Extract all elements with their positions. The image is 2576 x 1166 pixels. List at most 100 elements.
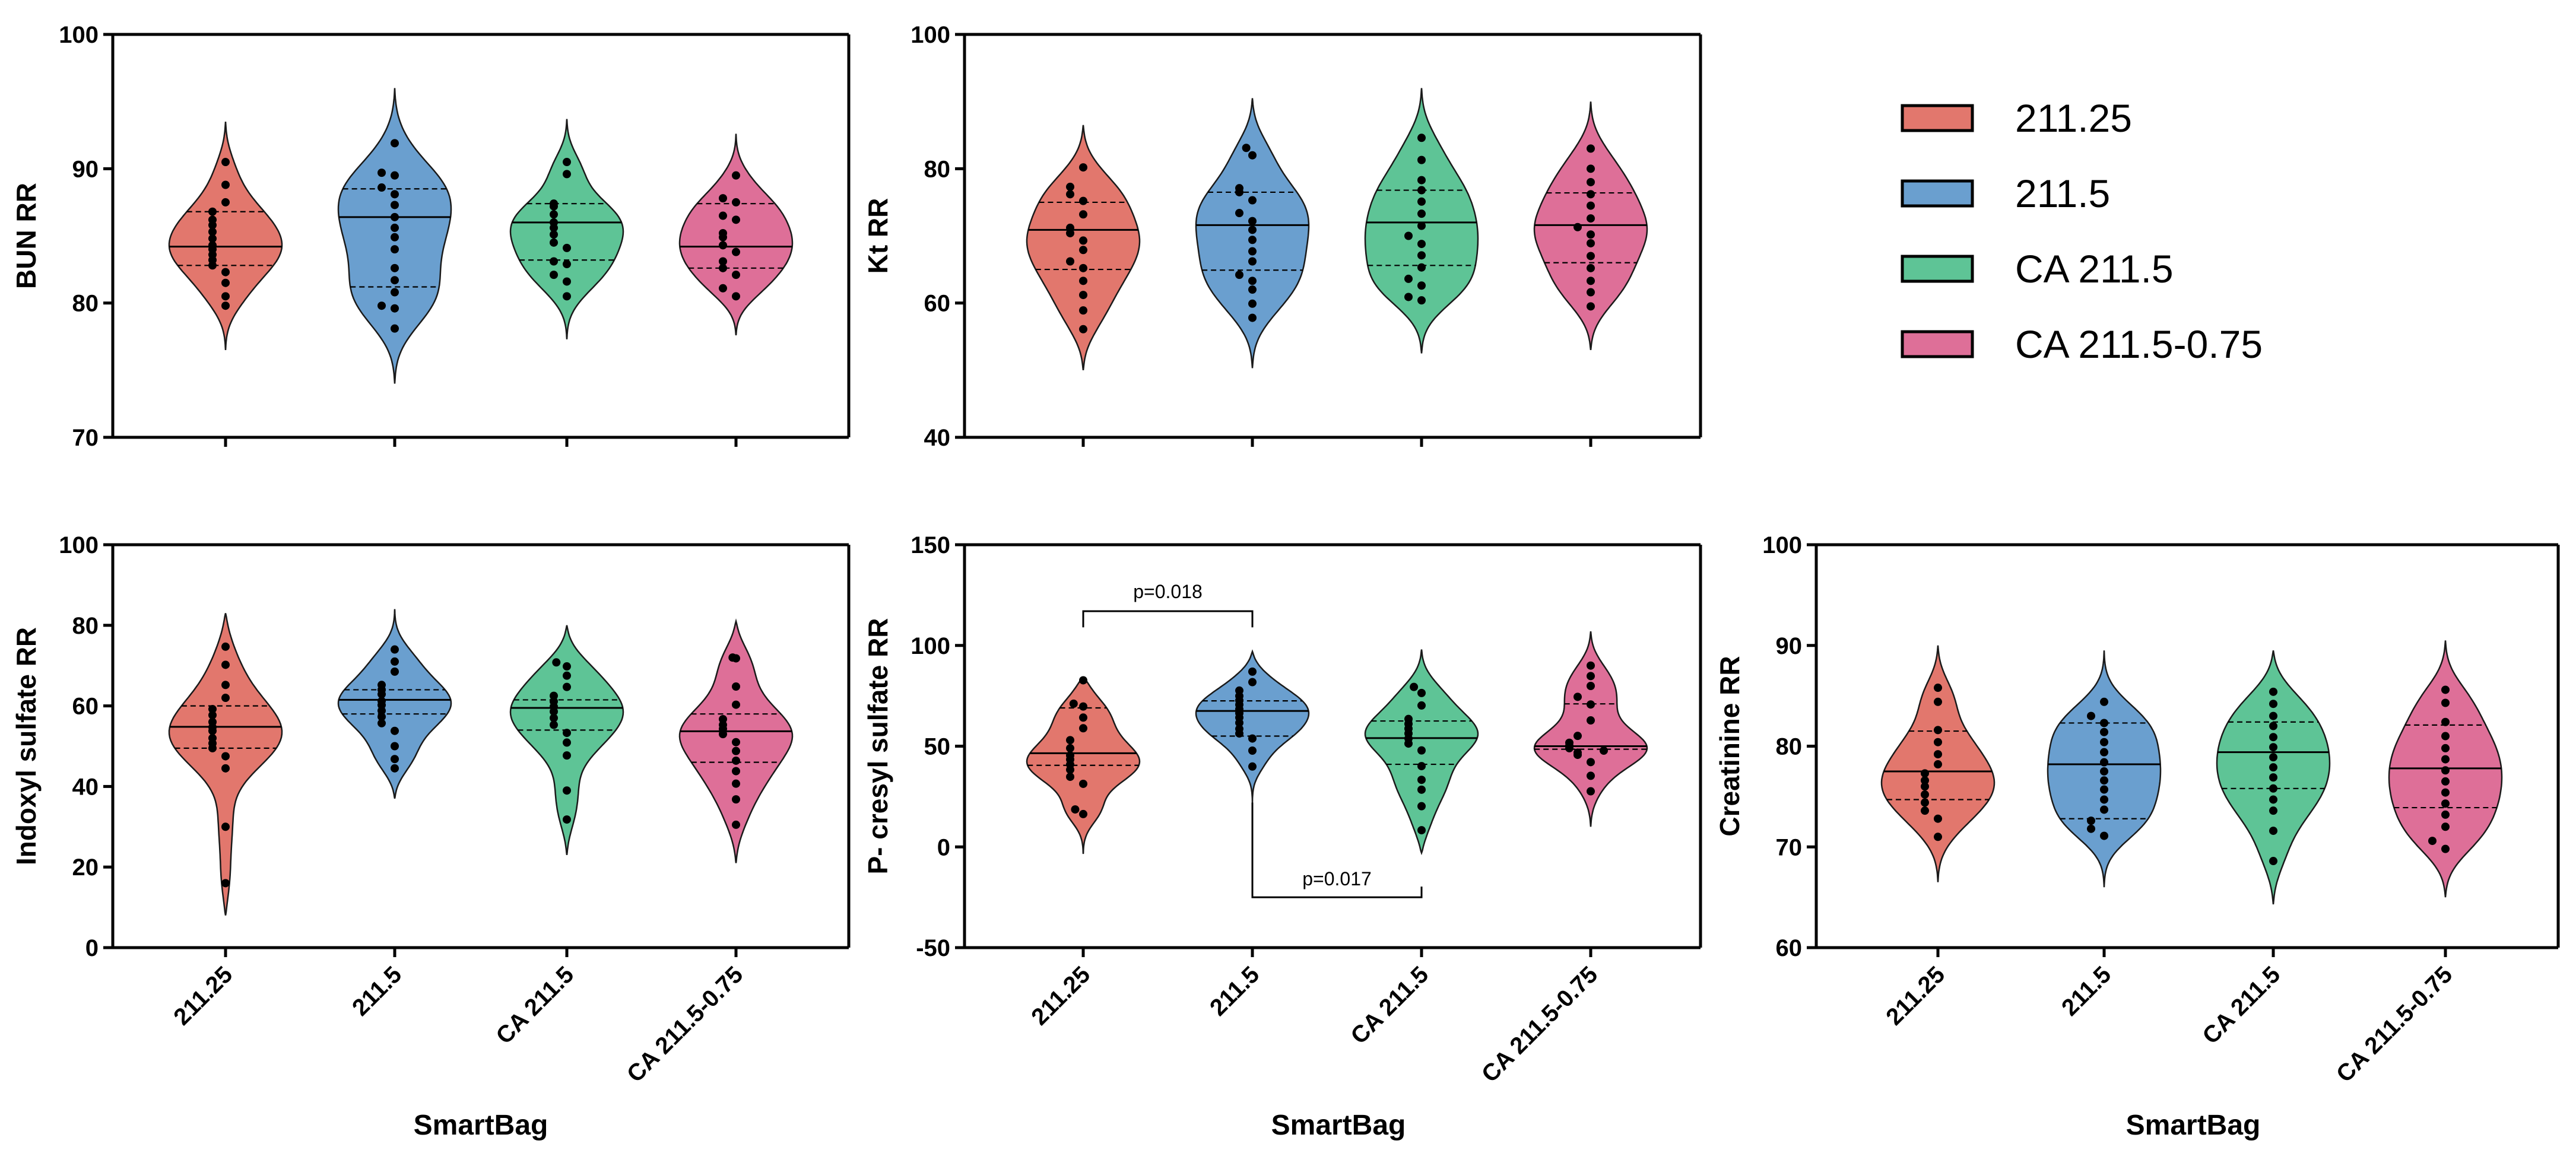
- y-tick-label: 150: [911, 532, 950, 558]
- panel-5: 60 70 80 90 100 211.25 211.5 CA 211.5 CA 211.5-0…: [1714, 532, 2560, 1141]
- data-point: [719, 257, 727, 266]
- y-tick-label: 90: [72, 156, 99, 182]
- data-point: [391, 233, 399, 242]
- violin-group-3: [1364, 649, 1479, 856]
- data-point: [2269, 763, 2277, 772]
- data-point: [732, 682, 740, 691]
- y-tick-label: 80: [72, 613, 99, 639]
- data-point: [2269, 806, 2277, 815]
- data-point: [1079, 263, 1087, 272]
- data-point: [1587, 672, 1595, 681]
- y-tick-label: 20: [72, 854, 99, 881]
- data-point: [208, 227, 217, 236]
- data-point: [1079, 724, 1087, 733]
- y-axis-label: P- cresyl sulfate RR: [862, 618, 893, 874]
- data-point: [732, 795, 740, 804]
- x-tick-label: CA 211.5: [1346, 961, 1433, 1049]
- data-point: [1235, 271, 1243, 279]
- data-point: [2269, 687, 2277, 696]
- violin-group-3: [1364, 88, 1479, 354]
- data-point: [1417, 209, 1426, 218]
- violin-group-1: [1880, 645, 1996, 882]
- data-point: [221, 292, 230, 301]
- data-point: [391, 223, 399, 232]
- data-point: [550, 218, 558, 227]
- data-point: [1235, 184, 1243, 193]
- violin-group-4: [678, 618, 794, 863]
- data-point: [550, 713, 558, 722]
- data-point: [221, 764, 230, 773]
- data-point: [2441, 744, 2450, 752]
- violin-group-1: [168, 122, 283, 350]
- y-tick-label: 40: [72, 774, 99, 800]
- data-point: [1587, 771, 1595, 780]
- data-point: [1934, 738, 1942, 746]
- data-point: [1417, 221, 1426, 230]
- data-point: [1079, 246, 1087, 255]
- x-axis-label: SmartBag: [414, 1110, 548, 1141]
- data-point: [2441, 810, 2450, 819]
- legend-label-2: 211.5: [2015, 171, 2110, 215]
- data-point: [2100, 719, 2108, 727]
- data-point: [1410, 682, 1419, 691]
- data-point: [1066, 223, 1074, 232]
- data-point: [208, 207, 217, 216]
- violin-shape: [1195, 649, 1310, 803]
- data-point: [221, 198, 230, 206]
- significance-bracket-2: p=0.017: [1251, 802, 1423, 898]
- y-tick-label: 100: [59, 22, 99, 48]
- data-point: [2100, 805, 2108, 814]
- data-point: [391, 245, 399, 254]
- data-point: [391, 288, 399, 297]
- data-point: [719, 715, 727, 724]
- data-point: [1248, 257, 1257, 266]
- data-point: [1934, 697, 1942, 706]
- data-point: [221, 694, 230, 703]
- data-point: [208, 705, 217, 714]
- data-point: [732, 767, 740, 776]
- data-point: [1079, 306, 1087, 315]
- data-point: [1066, 190, 1074, 199]
- data-point: [2269, 722, 2277, 730]
- data-point: [1066, 736, 1074, 745]
- violin-group-4: [678, 134, 794, 336]
- data-point: [1079, 210, 1087, 219]
- data-point: [732, 820, 740, 829]
- data-point: [1417, 826, 1426, 835]
- data-point: [1573, 748, 1582, 757]
- data-point: [391, 201, 399, 209]
- data-point: [550, 199, 558, 208]
- data-point: [1417, 762, 1426, 771]
- data-point: [2441, 717, 2450, 726]
- y-tick-label: 80: [1776, 734, 1803, 760]
- x-tick-label: 211.25: [1026, 961, 1095, 1030]
- data-point: [563, 751, 571, 760]
- data-point: [732, 198, 740, 206]
- y-tick-label: 40: [924, 425, 951, 451]
- data-point: [2441, 844, 2450, 853]
- data-point: [1921, 769, 1929, 778]
- data-point: [1587, 288, 1595, 297]
- data-point: [2100, 748, 2108, 757]
- data-point: [1071, 805, 1080, 814]
- data-point: [550, 257, 558, 266]
- data-point: [1079, 676, 1087, 685]
- violin-group-4: [1533, 631, 1648, 827]
- violin-shape: [678, 134, 794, 336]
- data-point: [1921, 790, 1929, 799]
- data-point: [2100, 767, 2108, 776]
- data-point: [1417, 776, 1426, 784]
- panel-4: -50 0 50 100 150 211.25 211.5 CA 211.5 CA 211.5-…: [862, 532, 1702, 1141]
- data-point: [1248, 247, 1257, 256]
- bracket-line: [1082, 610, 1254, 628]
- data-point: [377, 681, 386, 690]
- data-point: [1417, 134, 1426, 142]
- data-point: [1079, 277, 1087, 285]
- y-tick-label: 70: [1776, 834, 1803, 860]
- data-point: [1417, 186, 1426, 195]
- data-point: [2269, 743, 2277, 752]
- data-point: [377, 697, 386, 706]
- data-point: [563, 662, 571, 671]
- data-point: [1921, 806, 1929, 815]
